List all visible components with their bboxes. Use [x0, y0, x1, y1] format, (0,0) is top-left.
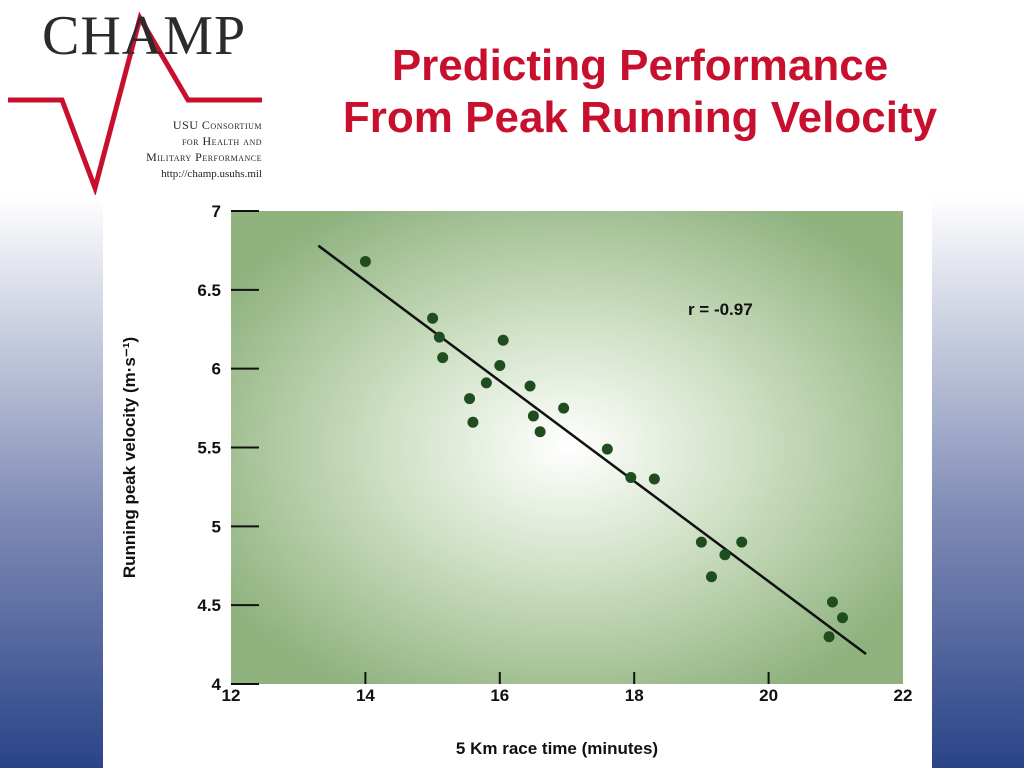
data-point — [437, 352, 449, 364]
x-tick-label: 16 — [490, 686, 509, 705]
data-point — [464, 393, 476, 405]
data-point — [695, 536, 707, 548]
y-tick-label: 6 — [212, 360, 221, 379]
x-tick-label: 22 — [894, 686, 913, 705]
data-point — [433, 331, 445, 343]
slide-title-line-2: From Peak Running Velocity — [342, 93, 938, 142]
slide-title-line-1: Predicting Performance — [391, 41, 889, 90]
x-tick-label: 20 — [759, 686, 778, 705]
y-tick-label: 5 — [212, 517, 221, 536]
data-point — [480, 377, 492, 389]
logo-url: http://champ.usuhs.mil — [161, 168, 262, 180]
logo-heartbeat-icon — [8, 11, 262, 195]
y-tick-label: 6.5 — [197, 281, 221, 300]
y-tick-label: 7 — [212, 202, 221, 221]
x-tick-label: 14 — [356, 686, 375, 705]
logo-wordmark: CHAMP — [42, 5, 247, 67]
logo-org-line-3: Military Performance — [146, 150, 262, 164]
data-point — [601, 443, 613, 455]
data-point — [625, 471, 637, 483]
logo-org-line-1: USU Consortium — [172, 118, 262, 132]
data-point — [527, 410, 539, 422]
y-tick-label: 5.5 — [197, 439, 221, 458]
data-point — [558, 402, 570, 414]
chart-panel: 4 4.5 5 5.5 6 6.5 7 12 14 16 18 20 22 r = -0.97 5 Km… — [103, 196, 932, 768]
y-tick-label: 4 — [212, 675, 222, 694]
data-point — [719, 549, 731, 561]
data-point — [534, 426, 546, 438]
champ-logo: CHAMP USU Consortium for Health and Mili… — [0, 0, 280, 195]
data-point — [826, 596, 838, 608]
data-point — [524, 380, 536, 392]
logo-org-line-2: for Health and — [181, 134, 262, 148]
x-tick-label: 18 — [625, 686, 644, 705]
data-point — [837, 612, 849, 624]
data-point — [736, 536, 748, 548]
slide-header: CHAMP USU Consortium for Health and Mili… — [0, 0, 1024, 195]
slide-title: Predicting Performance From Peak Running… — [280, 40, 1000, 144]
data-point — [467, 416, 479, 428]
data-point — [494, 360, 506, 372]
plot-area — [231, 211, 903, 684]
data-point — [359, 255, 371, 267]
y-tick-label: 4.5 — [197, 596, 221, 615]
data-point — [648, 473, 660, 485]
y-axis-title: Running peak velocity (m·s⁻¹) — [120, 337, 139, 578]
data-point — [427, 312, 439, 324]
regression-line — [317, 244, 867, 656]
data-point — [823, 631, 835, 643]
data-point — [705, 571, 717, 583]
x-axis-title: 5 Km race time (minutes) — [456, 739, 658, 758]
scatter-chart: 4 4.5 5 5.5 6 6.5 7 12 14 16 18 20 22 r = -0.97 5 Km… — [120, 202, 913, 758]
data-point — [497, 334, 509, 346]
x-tick-label: 12 — [222, 686, 241, 705]
correlation-annotation: r = -0.97 — [688, 300, 753, 319]
